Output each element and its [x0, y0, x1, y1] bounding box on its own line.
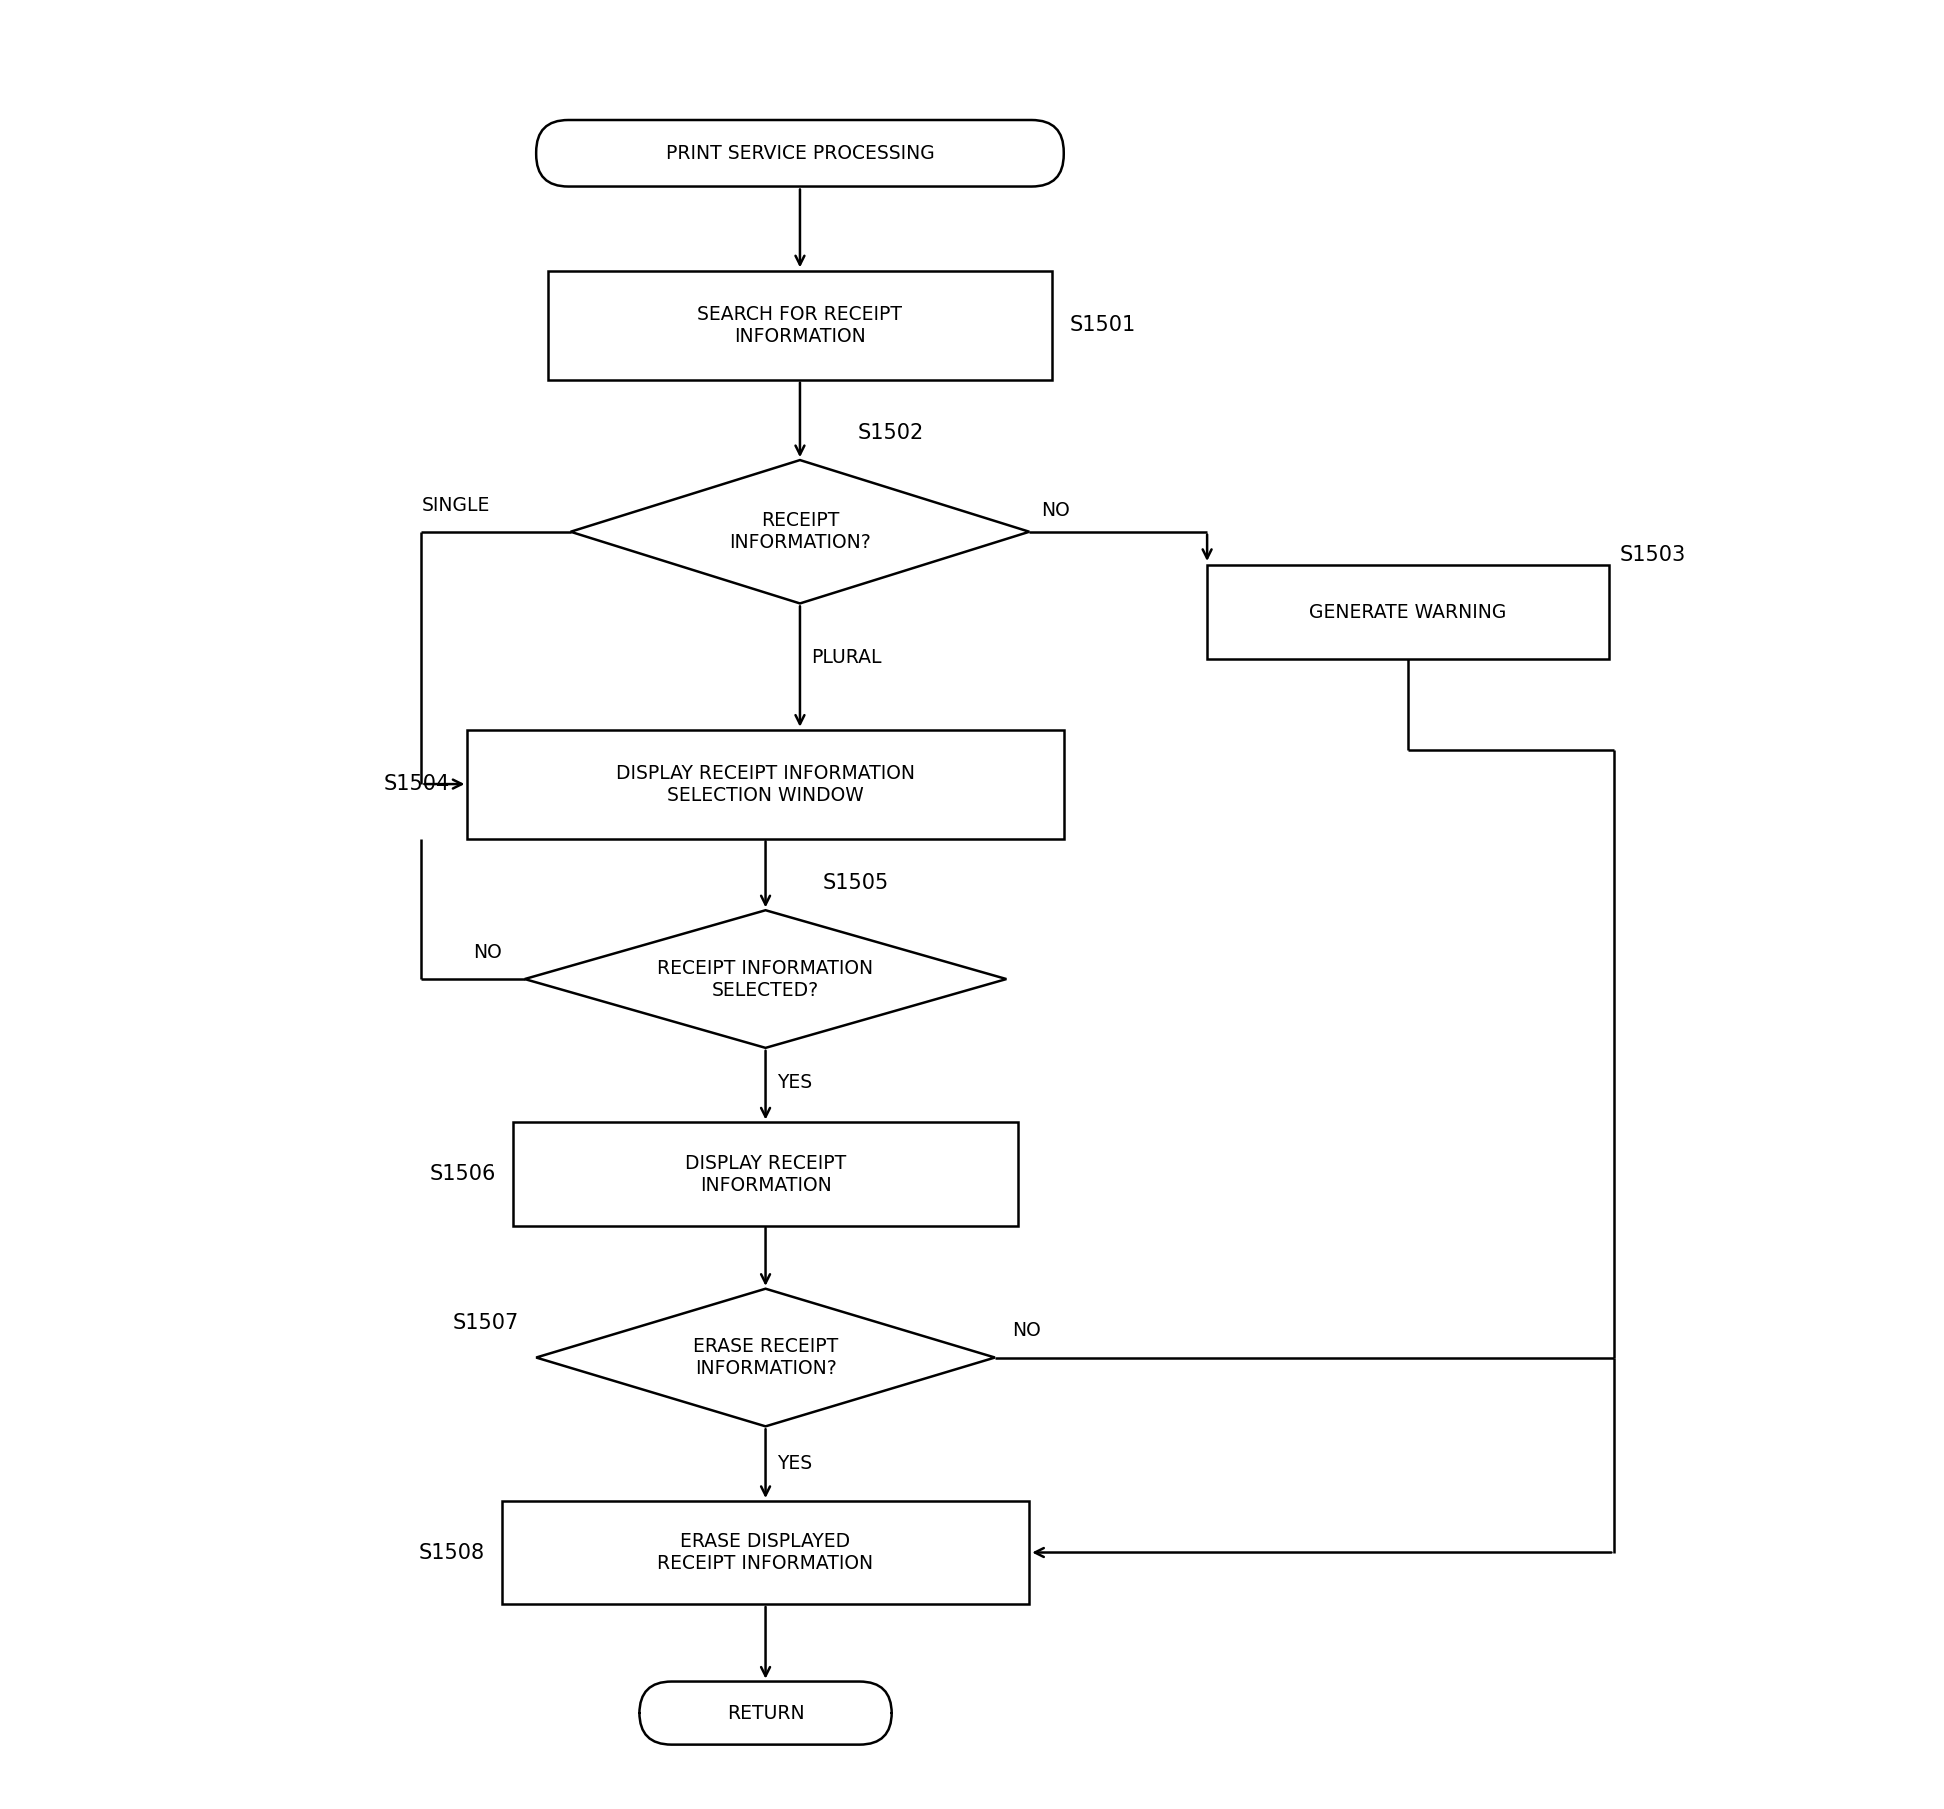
- Text: RETURN: RETURN: [727, 1704, 805, 1722]
- Text: RECEIPT
INFORMATION?: RECEIPT INFORMATION?: [729, 512, 871, 552]
- Text: S1502: S1502: [857, 423, 923, 443]
- Text: S1506: S1506: [430, 1163, 496, 1185]
- Text: RECEIPT INFORMATION
SELECTED?: RECEIPT INFORMATION SELECTED?: [657, 959, 873, 1000]
- Text: DISPLAY RECEIPT INFORMATION
SELECTION WINDOW: DISPLAY RECEIPT INFORMATION SELECTION WI…: [616, 763, 916, 805]
- Text: S1504: S1504: [383, 774, 451, 794]
- Text: YES: YES: [778, 1073, 813, 1093]
- Text: S1507: S1507: [453, 1313, 519, 1333]
- Text: DISPLAY RECEIPT
INFORMATION: DISPLAY RECEIPT INFORMATION: [684, 1154, 846, 1194]
- Text: ERASE DISPLAYED
RECEIPT INFORMATION: ERASE DISPLAYED RECEIPT INFORMATION: [657, 1532, 873, 1574]
- Text: PRINT SERVICE PROCESSING: PRINT SERVICE PROCESSING: [665, 143, 935, 163]
- FancyBboxPatch shape: [502, 1501, 1028, 1605]
- Text: S1508: S1508: [418, 1543, 484, 1563]
- Text: SINGLE: SINGLE: [422, 496, 490, 514]
- Polygon shape: [572, 459, 1028, 604]
- FancyBboxPatch shape: [548, 271, 1052, 380]
- Text: NO: NO: [1040, 501, 1069, 521]
- Text: GENERATE WARNING: GENERATE WARNING: [1308, 602, 1507, 622]
- FancyBboxPatch shape: [640, 1682, 892, 1744]
- Text: PLURAL: PLURAL: [811, 648, 883, 668]
- Text: ERASE RECEIPT
INFORMATION?: ERASE RECEIPT INFORMATION?: [692, 1337, 838, 1378]
- FancyBboxPatch shape: [1207, 564, 1608, 658]
- Text: NO: NO: [472, 942, 502, 962]
- Text: NO: NO: [1013, 1321, 1040, 1340]
- Polygon shape: [525, 910, 1007, 1047]
- FancyBboxPatch shape: [513, 1122, 1019, 1227]
- Text: SEARCH FOR RECEIPT
INFORMATION: SEARCH FOR RECEIPT INFORMATION: [698, 304, 902, 346]
- Text: S1503: S1503: [1619, 545, 1685, 564]
- FancyBboxPatch shape: [537, 119, 1063, 186]
- Text: YES: YES: [778, 1454, 813, 1473]
- Text: S1505: S1505: [822, 874, 888, 894]
- Polygon shape: [537, 1288, 995, 1425]
- FancyBboxPatch shape: [467, 729, 1063, 839]
- Text: S1501: S1501: [1069, 315, 1135, 335]
